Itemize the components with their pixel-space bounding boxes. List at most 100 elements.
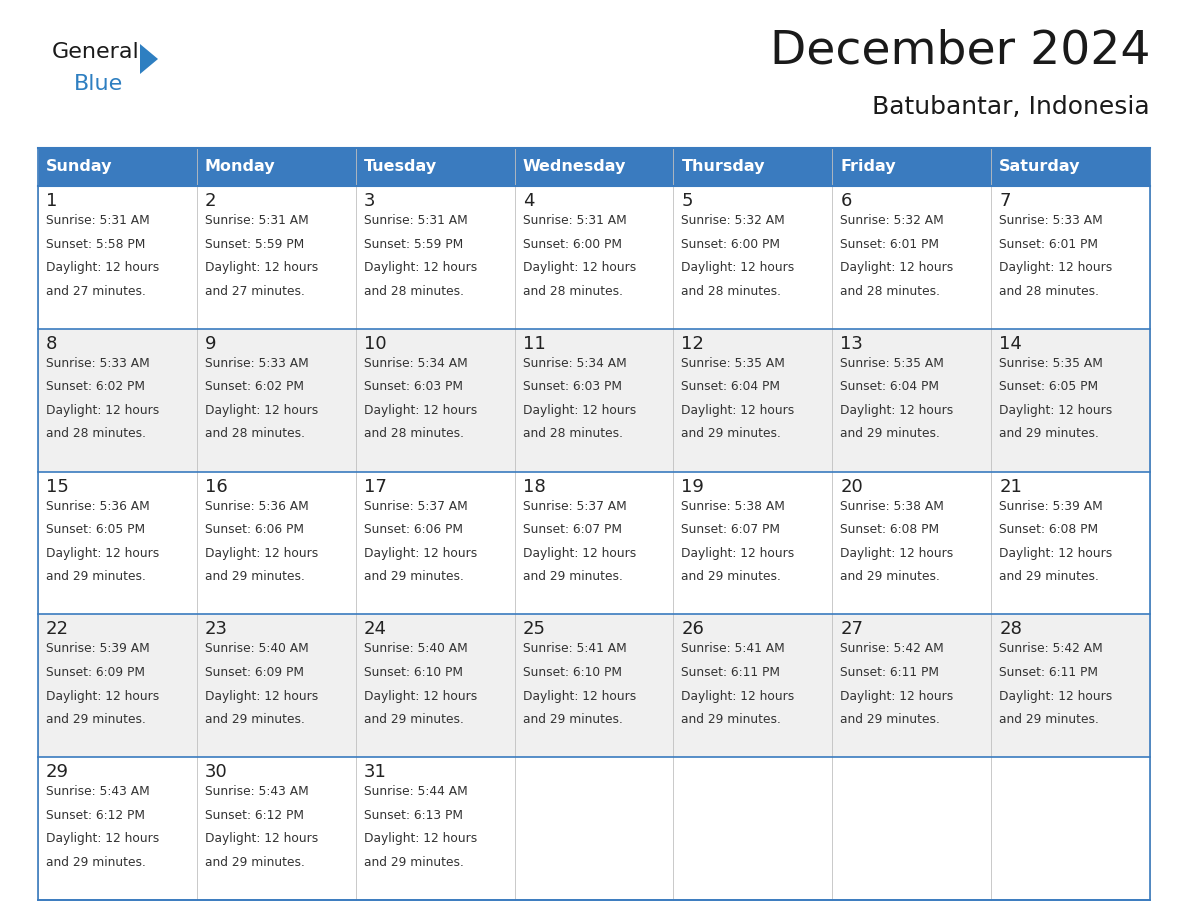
Text: Sunrise: 5:37 AM: Sunrise: 5:37 AM xyxy=(523,499,626,512)
Text: and 29 minutes.: and 29 minutes. xyxy=(840,428,940,441)
Text: Daylight: 12 hours: Daylight: 12 hours xyxy=(999,547,1112,560)
Text: Sunrise: 5:44 AM: Sunrise: 5:44 AM xyxy=(364,785,467,798)
Text: Sunrise: 5:43 AM: Sunrise: 5:43 AM xyxy=(46,785,150,798)
Text: Sunrise: 5:40 AM: Sunrise: 5:40 AM xyxy=(364,643,467,655)
Bar xyxy=(197,186,355,329)
Text: Daylight: 12 hours: Daylight: 12 hours xyxy=(204,404,318,417)
Bar xyxy=(833,614,991,757)
Text: and 28 minutes.: and 28 minutes. xyxy=(840,285,940,297)
Text: and 28 minutes.: and 28 minutes. xyxy=(523,285,623,297)
Text: Sunrise: 5:32 AM: Sunrise: 5:32 AM xyxy=(840,214,944,227)
Text: Daylight: 12 hours: Daylight: 12 hours xyxy=(364,833,476,845)
Text: Sunrise: 5:31 AM: Sunrise: 5:31 AM xyxy=(523,214,626,227)
Text: and 29 minutes.: and 29 minutes. xyxy=(364,713,463,726)
Text: and 29 minutes.: and 29 minutes. xyxy=(999,713,1099,726)
Text: Sunset: 6:06 PM: Sunset: 6:06 PM xyxy=(204,523,304,536)
Text: Sunset: 6:13 PM: Sunset: 6:13 PM xyxy=(364,809,462,822)
Text: and 28 minutes.: and 28 minutes. xyxy=(364,428,463,441)
Text: Daylight: 12 hours: Daylight: 12 hours xyxy=(523,689,636,702)
Text: 20: 20 xyxy=(840,477,862,496)
Text: 31: 31 xyxy=(364,763,386,781)
Text: 11: 11 xyxy=(523,335,545,353)
Text: Sunrise: 5:35 AM: Sunrise: 5:35 AM xyxy=(840,357,944,370)
Text: Daylight: 12 hours: Daylight: 12 hours xyxy=(46,404,159,417)
Text: Sunset: 6:10 PM: Sunset: 6:10 PM xyxy=(523,666,621,679)
Text: and 29 minutes.: and 29 minutes. xyxy=(204,856,305,868)
Bar xyxy=(355,186,514,329)
Text: 23: 23 xyxy=(204,621,228,638)
Text: 17: 17 xyxy=(364,477,386,496)
Bar xyxy=(38,472,197,614)
Bar xyxy=(355,329,514,472)
Text: Daylight: 12 hours: Daylight: 12 hours xyxy=(364,689,476,702)
Polygon shape xyxy=(140,44,158,74)
Text: 22: 22 xyxy=(46,621,69,638)
Text: Sunset: 6:12 PM: Sunset: 6:12 PM xyxy=(204,809,304,822)
Text: and 29 minutes.: and 29 minutes. xyxy=(682,428,782,441)
Text: Sunset: 6:11 PM: Sunset: 6:11 PM xyxy=(999,666,1098,679)
Bar xyxy=(514,148,674,186)
Text: 30: 30 xyxy=(204,763,228,781)
Text: Sunset: 6:04 PM: Sunset: 6:04 PM xyxy=(840,380,940,393)
Text: and 29 minutes.: and 29 minutes. xyxy=(46,856,146,868)
Text: Sunrise: 5:42 AM: Sunrise: 5:42 AM xyxy=(840,643,944,655)
Bar xyxy=(197,148,355,186)
Text: 16: 16 xyxy=(204,477,228,496)
Text: Sunday: Sunday xyxy=(46,160,113,174)
Bar xyxy=(197,329,355,472)
Text: and 29 minutes.: and 29 minutes. xyxy=(364,570,463,583)
Text: Daylight: 12 hours: Daylight: 12 hours xyxy=(523,404,636,417)
Text: General: General xyxy=(52,42,140,62)
Text: Sunrise: 5:38 AM: Sunrise: 5:38 AM xyxy=(840,499,944,512)
Text: Sunset: 6:02 PM: Sunset: 6:02 PM xyxy=(204,380,304,393)
Text: Daylight: 12 hours: Daylight: 12 hours xyxy=(46,547,159,560)
Text: 15: 15 xyxy=(46,477,69,496)
Text: Daylight: 12 hours: Daylight: 12 hours xyxy=(364,261,476,274)
Bar xyxy=(514,614,674,757)
Bar xyxy=(833,757,991,900)
Text: Daylight: 12 hours: Daylight: 12 hours xyxy=(204,261,318,274)
Text: Daylight: 12 hours: Daylight: 12 hours xyxy=(682,689,795,702)
Text: 24: 24 xyxy=(364,621,387,638)
Text: Sunrise: 5:34 AM: Sunrise: 5:34 AM xyxy=(364,357,467,370)
Bar xyxy=(674,148,833,186)
Text: 3: 3 xyxy=(364,192,375,210)
Text: Sunrise: 5:35 AM: Sunrise: 5:35 AM xyxy=(682,357,785,370)
Text: Sunrise: 5:36 AM: Sunrise: 5:36 AM xyxy=(46,499,150,512)
Text: 29: 29 xyxy=(46,763,69,781)
Text: Sunset: 6:11 PM: Sunset: 6:11 PM xyxy=(840,666,940,679)
Text: Sunrise: 5:33 AM: Sunrise: 5:33 AM xyxy=(204,357,309,370)
Text: and 28 minutes.: and 28 minutes. xyxy=(999,285,1099,297)
Text: Sunrise: 5:37 AM: Sunrise: 5:37 AM xyxy=(364,499,467,512)
Text: Daylight: 12 hours: Daylight: 12 hours xyxy=(204,689,318,702)
Bar xyxy=(197,757,355,900)
Text: 14: 14 xyxy=(999,335,1022,353)
Text: and 28 minutes.: and 28 minutes. xyxy=(682,285,782,297)
Text: Daylight: 12 hours: Daylight: 12 hours xyxy=(999,404,1112,417)
Text: Thursday: Thursday xyxy=(682,160,765,174)
Text: Daylight: 12 hours: Daylight: 12 hours xyxy=(364,404,476,417)
Bar xyxy=(38,757,197,900)
Bar xyxy=(197,614,355,757)
Text: 19: 19 xyxy=(682,477,704,496)
Text: Sunset: 6:11 PM: Sunset: 6:11 PM xyxy=(682,666,781,679)
Text: Sunset: 6:10 PM: Sunset: 6:10 PM xyxy=(364,666,462,679)
Text: Sunrise: 5:33 AM: Sunrise: 5:33 AM xyxy=(999,214,1102,227)
Text: Saturday: Saturday xyxy=(999,160,1081,174)
Text: and 29 minutes.: and 29 minutes. xyxy=(682,570,782,583)
Text: 21: 21 xyxy=(999,477,1022,496)
Text: Sunset: 5:58 PM: Sunset: 5:58 PM xyxy=(46,238,145,251)
Text: Sunset: 6:03 PM: Sunset: 6:03 PM xyxy=(523,380,621,393)
Text: Daylight: 12 hours: Daylight: 12 hours xyxy=(682,404,795,417)
Text: Sunrise: 5:39 AM: Sunrise: 5:39 AM xyxy=(999,499,1102,512)
Text: Friday: Friday xyxy=(840,160,896,174)
Text: Daylight: 12 hours: Daylight: 12 hours xyxy=(523,261,636,274)
Bar xyxy=(355,614,514,757)
Text: 9: 9 xyxy=(204,335,216,353)
Bar xyxy=(514,472,674,614)
Text: 26: 26 xyxy=(682,621,704,638)
Bar xyxy=(514,329,674,472)
Text: Sunrise: 5:31 AM: Sunrise: 5:31 AM xyxy=(364,214,467,227)
Text: Sunset: 6:12 PM: Sunset: 6:12 PM xyxy=(46,809,145,822)
Text: Monday: Monday xyxy=(204,160,276,174)
